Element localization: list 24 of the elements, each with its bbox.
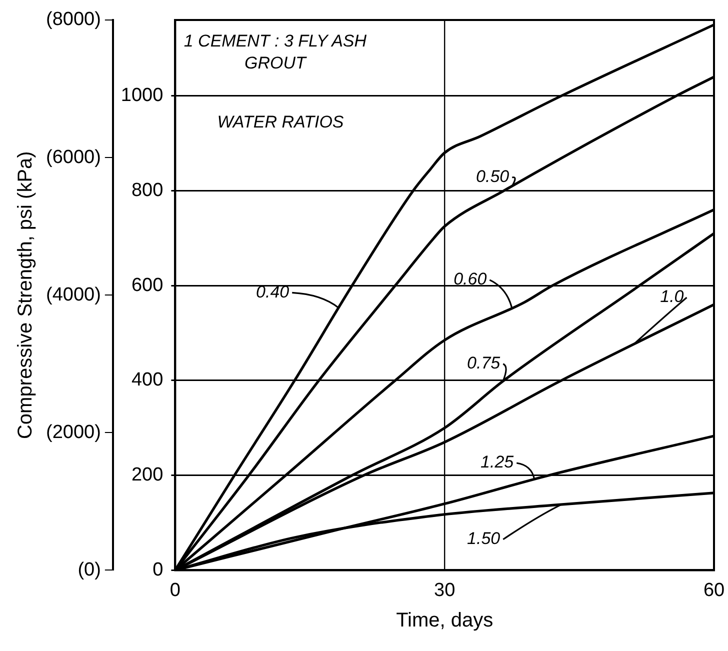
x-tick-label: 60 <box>703 580 725 601</box>
y2-tick-label: (4000) <box>46 284 101 306</box>
y-tick-label: 0 <box>152 559 164 580</box>
y2-axis-title: Compressive Strength, psi (kPa) <box>14 151 37 440</box>
y-tick-label: 600 <box>131 274 164 296</box>
y-tick-label: 1000 <box>120 85 164 106</box>
text: 1 CEMENT : 3 FLY ASH GROUT <box>184 32 368 73</box>
x-tick-label: 0 <box>170 580 180 601</box>
series-label: 0.60 <box>454 270 488 289</box>
legend-label: 0.75 <box>467 354 501 373</box>
y2-tick-label: (6000) <box>46 146 101 168</box>
series-label: 1.50 <box>467 529 501 548</box>
y-tick-label: 400 <box>131 370 164 391</box>
x-axis-title: Time, days <box>396 610 494 632</box>
y2-tick-label: (2000) <box>46 422 101 443</box>
legend-title: WATER RATIOS <box>217 112 344 132</box>
y-tick-label: 800 <box>131 180 164 201</box>
y-tick-label: 200 <box>131 464 164 486</box>
y2-tick-label: (0) <box>78 559 101 580</box>
x-tick-label: 30 <box>434 580 456 601</box>
series-label: 1.0 <box>660 287 684 306</box>
y2-tick-label: (8000) <box>46 9 101 30</box>
legend-label: 1.25 <box>480 452 514 472</box>
legend-label: 0.50 <box>476 167 510 186</box>
